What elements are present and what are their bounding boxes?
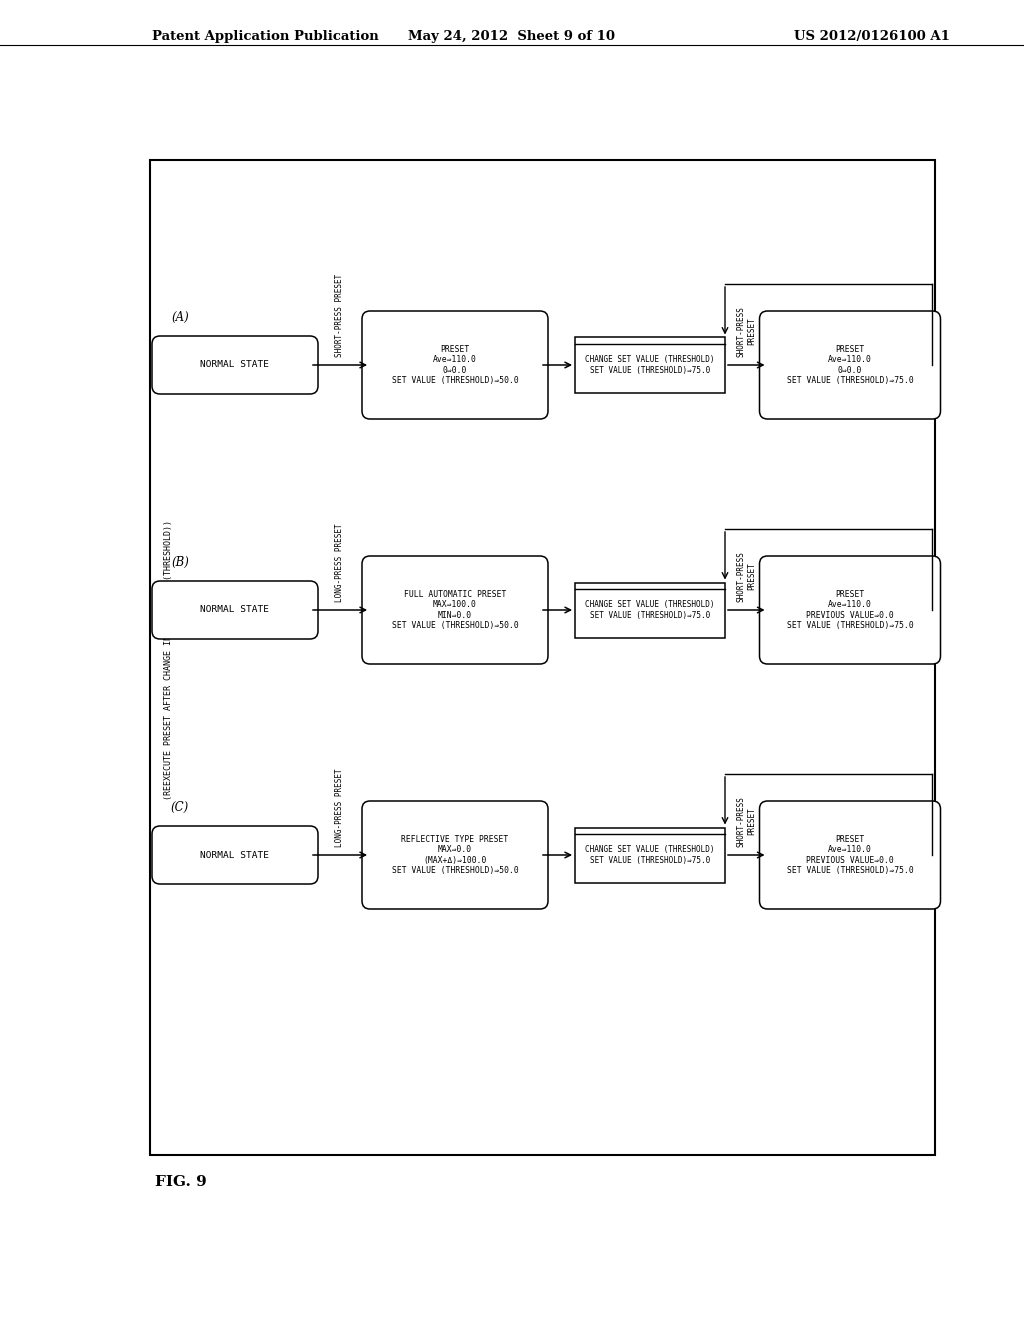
Text: FIG. 9: FIG. 9 [155,1175,207,1189]
Text: NORMAL STATE: NORMAL STATE [201,850,269,859]
Text: NORMAL STATE: NORMAL STATE [201,606,269,615]
Text: CHANGE SET VALUE (THRESHOLD)
SET VALUE (THRESHOLD)⇒75.0: CHANGE SET VALUE (THRESHOLD) SET VALUE (… [586,845,715,865]
Text: SHORT-PRESS PRESET: SHORT-PRESS PRESET [336,273,344,356]
FancyBboxPatch shape [760,312,940,418]
Text: PRESET
Ave⇒110.0
0⇒0.0
SET VALUE (THRESHOLD)⇒50.0: PRESET Ave⇒110.0 0⇒0.0 SET VALUE (THRESH… [391,345,518,385]
Text: SHORT-PRESS
PRESET: SHORT-PRESS PRESET [736,306,756,356]
Bar [150,160,935,1155]
Text: REFLECTIVE TYPE PRESET
MAX⇒0.0
(MAX+Δ)⇒100.0
SET VALUE (THRESHOLD)⇒50.0: REFLECTIVE TYPE PRESET MAX⇒0.0 (MAX+Δ)⇒1… [391,834,518,875]
Text: SHORT-PRESS
PRESET: SHORT-PRESS PRESET [736,552,756,602]
FancyBboxPatch shape [760,801,940,909]
Text: PRESET
Ave⇒110.0
PREVIOUS VALUE⇒0.0
SET VALUE (THRESHOLD)⇒75.0: PRESET Ave⇒110.0 PREVIOUS VALUE⇒0.0 SET … [786,834,913,875]
Text: (C): (C) [171,800,189,813]
Bar [575,582,725,638]
Text: PRESET
Ave⇒110.0
0⇒0.0
SET VALUE (THRESHOLD)⇒75.0: PRESET Ave⇒110.0 0⇒0.0 SET VALUE (THRESH… [786,345,913,385]
Bar [575,828,725,883]
FancyBboxPatch shape [362,312,548,418]
Text: US 2012/0126100 A1: US 2012/0126100 A1 [795,30,950,44]
FancyBboxPatch shape [362,801,548,909]
Text: PRESET
Ave⇒110.0
PREVIOUS VALUE⇒0.0
SET VALUE (THRESHOLD)⇒75.0: PRESET Ave⇒110.0 PREVIOUS VALUE⇒0.0 SET … [786,590,913,630]
Text: CHANGE SET VALUE (THRESHOLD)
SET VALUE (THRESHOLD)⇒75.0: CHANGE SET VALUE (THRESHOLD) SET VALUE (… [586,601,715,619]
Text: LONG-PRESS PRESET: LONG-PRESS PRESET [336,523,344,602]
Text: SHORT-PRESS
PRESET: SHORT-PRESS PRESET [736,796,756,847]
FancyBboxPatch shape [152,581,318,639]
FancyBboxPatch shape [362,556,548,664]
FancyBboxPatch shape [152,826,318,884]
Text: CHANGE SET VALUE (THRESHOLD)
SET VALUE (THRESHOLD)⇒75.0: CHANGE SET VALUE (THRESHOLD) SET VALUE (… [586,355,715,375]
Bar [575,338,725,392]
Text: LONG-PRESS PRESET: LONG-PRESS PRESET [336,768,344,847]
Text: (REEXECUTE PRESET AFTER CHANGE IN SET VALUE (THRESHOLD)): (REEXECUTE PRESET AFTER CHANGE IN SET VA… [164,520,172,800]
Text: NORMAL STATE: NORMAL STATE [201,360,269,370]
FancyBboxPatch shape [152,337,318,393]
Text: (B): (B) [171,556,189,569]
Text: Patent Application Publication: Patent Application Publication [152,30,379,44]
FancyBboxPatch shape [760,556,940,664]
Text: FULL AUTOMATIC PRESET
MAX⇒100.0
MIN⇒0.0
SET VALUE (THRESHOLD)⇒50.0: FULL AUTOMATIC PRESET MAX⇒100.0 MIN⇒0.0 … [391,590,518,630]
Text: May 24, 2012  Sheet 9 of 10: May 24, 2012 Sheet 9 of 10 [409,30,615,44]
Text: (A): (A) [171,310,188,323]
